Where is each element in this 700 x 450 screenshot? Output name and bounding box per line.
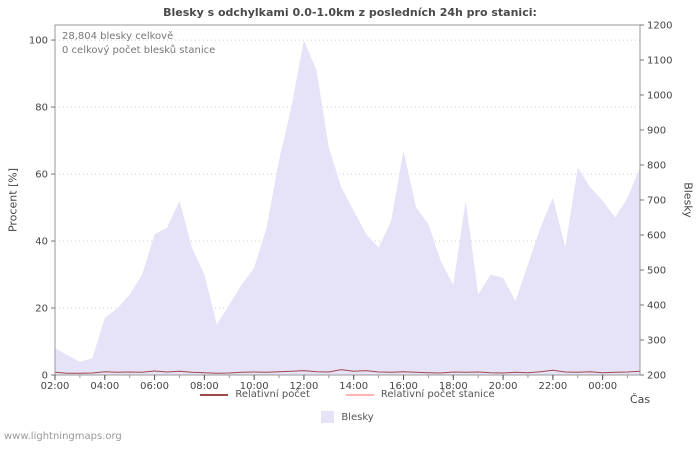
x-tick-label: 22:00 (538, 381, 567, 392)
x-tick-label: 14:00 (339, 381, 368, 392)
y-tick-label-left: 20 (35, 304, 48, 315)
x-tick-label: 10:00 (240, 381, 269, 392)
y-tick-label-right: 600 (647, 231, 666, 242)
x-tick-label: 06:00 (140, 381, 169, 392)
x-axis-label: Čas (630, 393, 651, 406)
y-tick-label-right: 1200 (647, 21, 672, 32)
y-tick-label-left: 80 (35, 103, 48, 114)
y-tick-label-left: 40 (35, 237, 48, 248)
x-tick-label: 02:00 (41, 381, 70, 392)
x-tick-label: 08:00 (190, 381, 219, 392)
legend-item-relativni-pocet: Relativní počet (200, 389, 310, 400)
legend-label-relativni-pocet: Relativní počet (235, 389, 310, 400)
y-tick-label-right: 700 (647, 196, 666, 207)
annotation-total-strikes: 28,804 blesky celkově (62, 31, 174, 42)
x-tick-label: 18:00 (439, 381, 468, 392)
y-tick-label-left: 100 (29, 36, 48, 47)
legend-item-relativni-pocet-stanice: Relativní počet stanice (345, 389, 495, 400)
area-series-blesky (55, 40, 640, 375)
legend-row-lines: Relativní počet Relativní počet stanice (55, 389, 640, 400)
legend-line-swatch-relativni-pocet-stanice (345, 393, 374, 396)
y-tick-label-right: 400 (647, 301, 666, 312)
x-tick-label: 04:00 (90, 381, 119, 392)
legend-area-swatch-blesky (321, 411, 335, 423)
x-tick-label: 16:00 (389, 381, 418, 392)
annotation-station-strikes: 0 celkový počet blesků stanice (62, 45, 216, 56)
y-tick-label-right: 300 (647, 336, 666, 347)
y-tick-label-right: 1000 (647, 91, 672, 102)
y-tick-label-right: 500 (647, 266, 666, 277)
y-tick-label-right: 800 (647, 161, 666, 172)
y-tick-label-left: 60 (35, 170, 48, 181)
watermark: www.lightningmaps.org (4, 431, 122, 442)
chart-title: Blesky s odchylkami 0.0-1.0km z poslední… (163, 6, 537, 19)
legend-row-area: Blesky (55, 411, 640, 423)
y-tick-label-right: 900 (647, 126, 666, 137)
line-series-relativni-pocet (54, 369, 641, 374)
x-tick-label: 00:00 (588, 381, 617, 392)
x-tick-label: 20:00 (489, 381, 518, 392)
legend-label-blesky: Blesky (341, 411, 374, 423)
y-axis-label-left: Procent [%] (6, 167, 20, 233)
y-tick-label-right: 200 (647, 371, 666, 382)
legend-label-relativni-pocet-stanice: Relativní počet stanice (380, 389, 495, 400)
legend-item-blesky: Blesky (321, 411, 374, 423)
y-tick-label-left: 0 (42, 371, 48, 382)
x-tick-label: 12:00 (290, 381, 319, 392)
y-tick-label-right: 1100 (647, 56, 672, 67)
y-axis-label-right: Blesky (681, 182, 695, 218)
legend-line-swatch-relativni-pocet (200, 393, 229, 396)
